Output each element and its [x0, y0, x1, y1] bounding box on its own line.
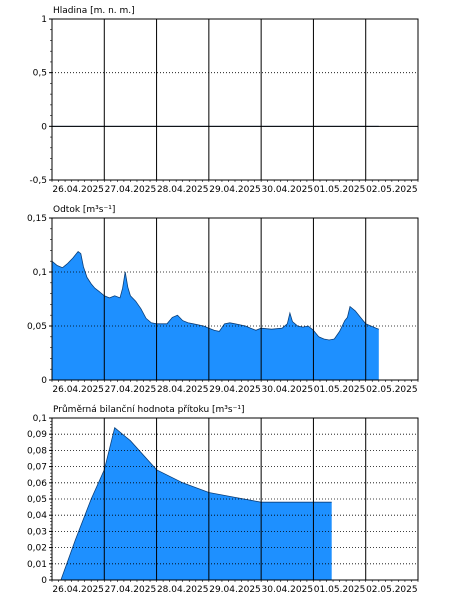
x-tick-label: 29.04.2025 — [209, 385, 261, 395]
plot-area — [52, 19, 418, 180]
y-tick-label: 0,01 — [27, 560, 47, 570]
y-tick-label: 0 — [41, 376, 47, 386]
y-tick-label: 0,1 — [33, 268, 47, 278]
x-tick-label: 27.04.2025 — [105, 585, 157, 595]
y-tick-label: 0,02 — [27, 544, 47, 554]
y-tick-label: 0,04 — [27, 511, 47, 521]
x-tick-label: 01.05.2025 — [314, 385, 366, 395]
x-tick-label: 01.05.2025 — [314, 185, 366, 195]
series-line — [60, 426, 332, 581]
x-tick-label: 27.04.2025 — [105, 385, 157, 395]
chart-panel: Hladina [m. n. m.] -0,5 0 0,5 1 26.04.2025 27.… — [29, 6, 419, 195]
y-tick-label: -0,5 — [29, 176, 47, 186]
x-tick-label: 30.04.2025 — [262, 385, 314, 395]
y-tick-label: 0,05 — [27, 322, 47, 332]
x-tick-label: 29.04.2025 — [209, 585, 261, 595]
plot-frame — [51, 417, 419, 581]
x-tick-label: 26.04.2025 — [52, 185, 104, 195]
series-area — [60, 427, 332, 580]
x-tick-label: 26.04.2025 — [52, 385, 104, 395]
x-tick-label: 28.04.2025 — [157, 385, 209, 395]
x-tick-label: 27.04.2025 — [105, 185, 157, 195]
x-tick-label: 28.04.2025 — [157, 585, 209, 595]
y-tick-label: 0,07 — [27, 463, 47, 473]
y-tick-label: 0 — [41, 576, 47, 586]
x-tick-label: 01.05.2025 — [314, 585, 366, 595]
y-tick-label: 0,03 — [27, 527, 47, 537]
series-line — [51, 250, 379, 341]
x-tick-label: 26.04.2025 — [52, 585, 104, 595]
y-tick-label: 0,1 — [33, 414, 47, 424]
x-tick-label: 30.04.2025 — [262, 585, 314, 595]
y-tick-label: 0,06 — [27, 479, 47, 489]
y-tick-label: 0 — [41, 122, 47, 132]
series-area — [52, 251, 379, 380]
y-tick-label: 0,5 — [33, 69, 47, 79]
y-tick-label: 1 — [41, 15, 47, 25]
y-tick-label: 0,09 — [27, 430, 47, 440]
y-tick-label: 0,05 — [27, 495, 47, 505]
x-tick-label: 30.04.2025 — [262, 185, 314, 195]
chart-title: Hladina [m. n. m.] — [53, 6, 135, 16]
x-tick-label: 28.04.2025 — [157, 185, 209, 195]
plot-frame — [51, 217, 419, 381]
x-tick-label: 02.05.2025 — [366, 385, 418, 395]
chart-panel: Průměrná bilanční hodnota přítoku [m³s⁻¹… — [27, 404, 419, 595]
chart-panel: Odtok [m³s⁻¹] 0 0,05 0,1 0,15 26.04.2025 27.04… — [27, 205, 419, 395]
x-tick-label: 02.05.2025 — [366, 185, 418, 195]
x-tick-label: 29.04.2025 — [209, 185, 261, 195]
chart-title: Odtok [m³s⁻¹] — [53, 205, 115, 215]
y-tick-label: 0,08 — [27, 446, 47, 456]
y-tick-label: 0,15 — [27, 214, 47, 224]
plot-frame — [51, 18, 419, 181]
chart-title: Průměrná bilanční hodnota přítoku [m³s⁻¹… — [53, 404, 244, 415]
x-tick-label: 02.05.2025 — [366, 585, 418, 595]
